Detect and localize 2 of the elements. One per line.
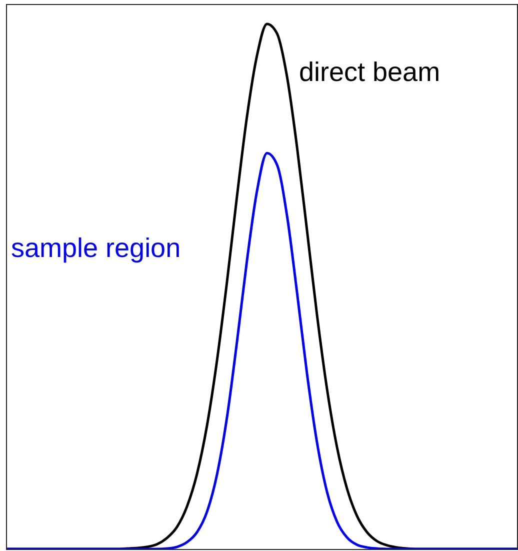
series-label: direct beam <box>299 57 440 88</box>
text: sample region <box>11 233 181 264</box>
